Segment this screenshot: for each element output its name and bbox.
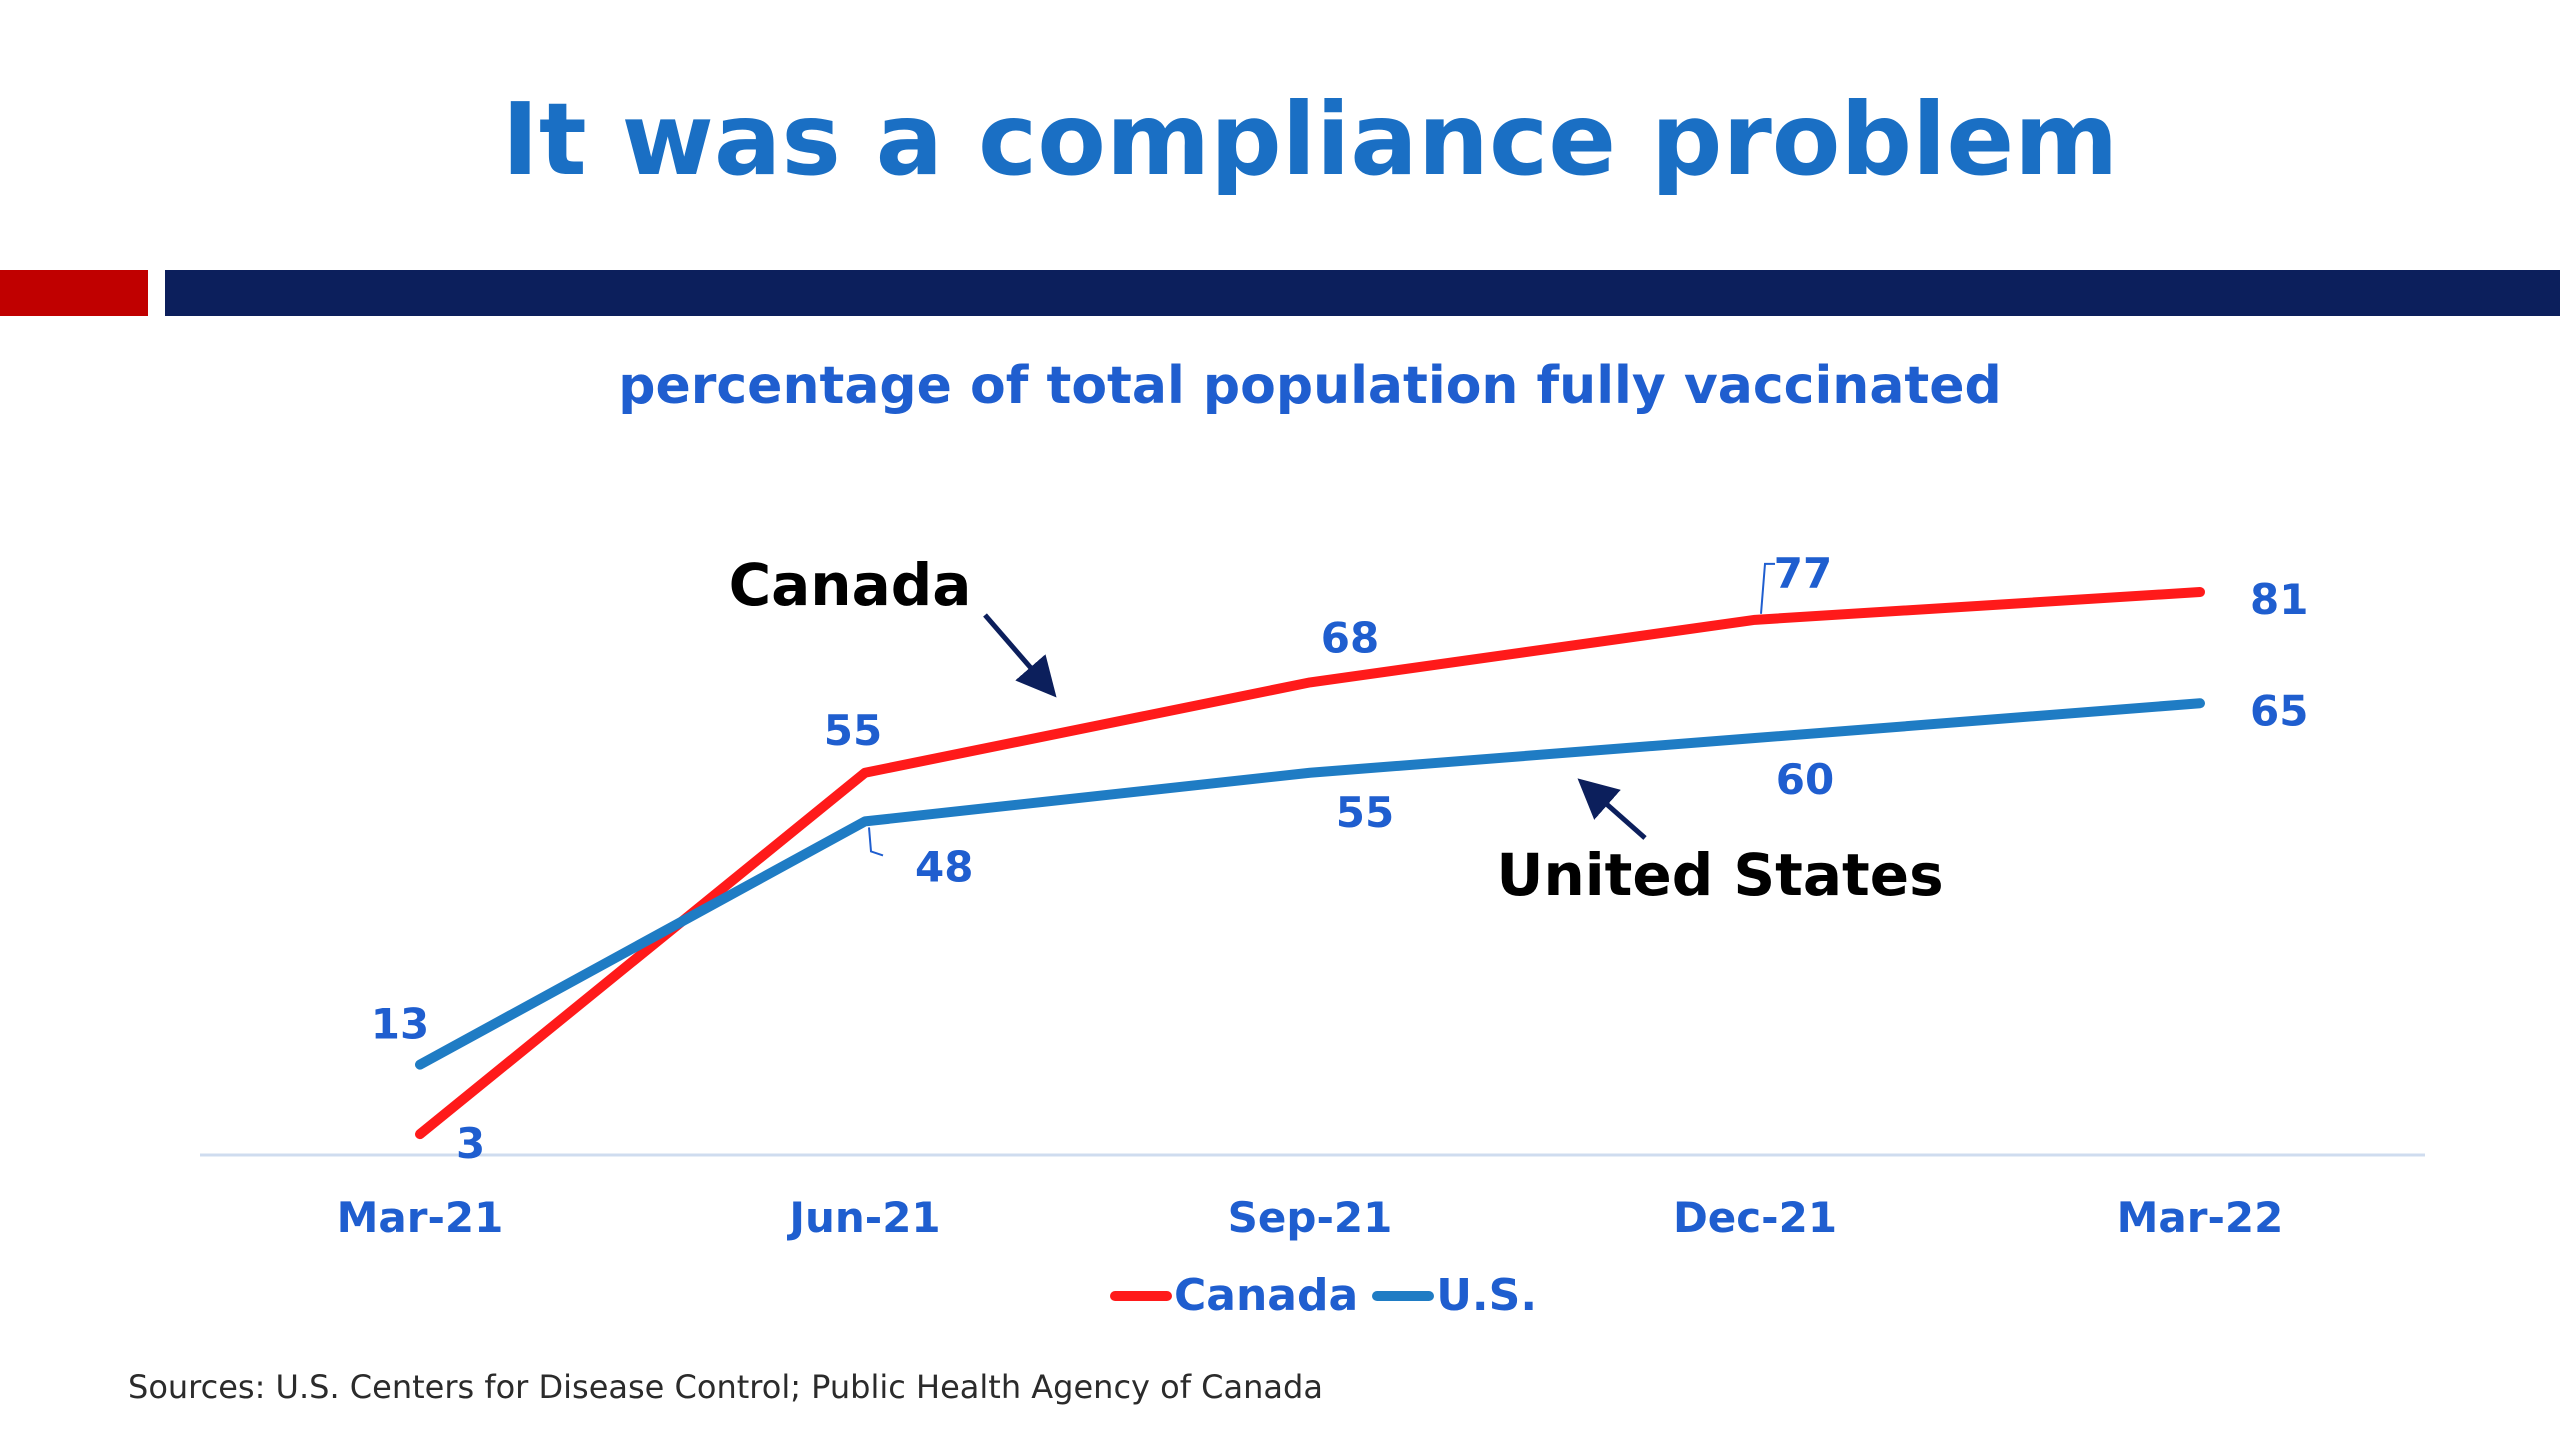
leader-line [1760, 562, 1775, 614]
x-tick-label: Mar-22 [2117, 1193, 2284, 1242]
data-label: 55 [824, 706, 882, 755]
annotation-arrow-us [1577, 778, 1647, 840]
legend-label-us: U.S. [1436, 1270, 1538, 1321]
leader-line [868, 827, 884, 857]
annotation-us: United States [1496, 841, 1943, 909]
series-line-us [415, 698, 2205, 1070]
series-line-canada [415, 587, 2205, 1140]
annotation-canada: Canada [729, 551, 972, 619]
x-tick-label: Mar-21 [337, 1193, 504, 1242]
legend-label-canada: Canada [1174, 1270, 1359, 1321]
data-label: 60 [1776, 755, 1834, 804]
legend-item-us: U.S. [1372, 1270, 1537, 1321]
data-label: 3 [456, 1119, 485, 1168]
legend-item-canada: Canada [1110, 1270, 1358, 1321]
data-label: 81 [2250, 575, 2308, 624]
accent-bar-navy [165, 270, 2560, 316]
x-tick-label: Sep-21 [1228, 1193, 1393, 1242]
annotation-arrow-canada [983, 613, 1057, 698]
data-label: 48 [915, 842, 973, 891]
data-label: 13 [371, 1000, 429, 1049]
source-note: Sources: U.S. Centers for Disease Contro… [128, 1368, 1323, 1406]
chart-title: percentage of total population fully vac… [618, 356, 2002, 416]
slide-title: It was a compliance problem [501, 81, 2119, 198]
chart-legend: Canada U.S. [1110, 1270, 1551, 1321]
data-label: 77 [1774, 549, 1832, 598]
data-label: 65 [2250, 686, 2308, 735]
accent-bar-red [0, 270, 148, 316]
data-label: 68 [1321, 613, 1379, 662]
legend-swatch-canada [1110, 1290, 1172, 1301]
x-tick-label: Dec-21 [1673, 1193, 1837, 1242]
x-tick-label: Jun-21 [786, 1193, 940, 1242]
data-label: 55 [1336, 788, 1394, 837]
legend-swatch-us [1372, 1290, 1435, 1301]
